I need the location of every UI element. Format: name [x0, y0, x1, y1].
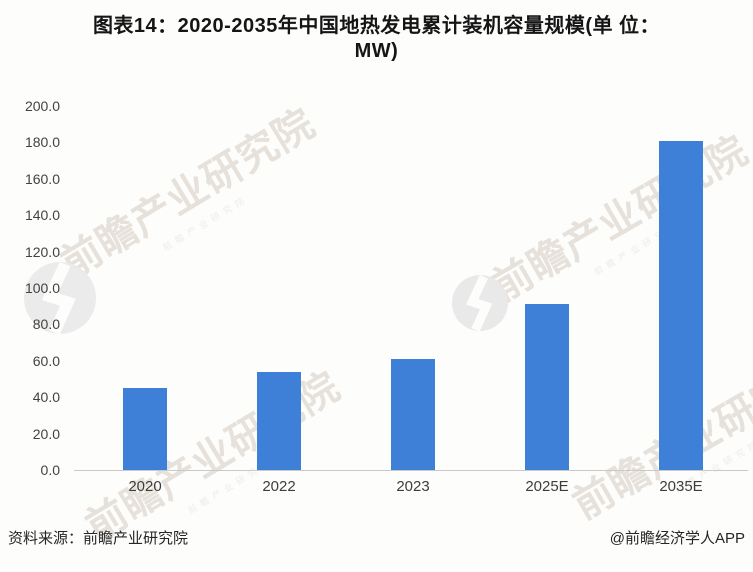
y-tick-label: 80.0: [32, 316, 60, 333]
y-tick-label: 60.0: [32, 352, 60, 369]
y-axis: 0.0 20.0 40.0 60.0 80.0 100.0 120.0 140.0 160.0 1…: [0, 98, 62, 478]
x-tick-label: 2023: [396, 478, 430, 495]
x-axis-line: [74, 470, 748, 471]
y-tick-label: 100.0: [24, 280, 60, 296]
chart-title-line2: MW): [354, 40, 399, 62]
y-tick-label: 160.0: [24, 170, 60, 187]
chart-title-line1: 图表14：2020-2035年中国地热发电累计装机容量规模(单 位：: [92, 15, 661, 37]
y-tick-label: 120.0: [24, 243, 60, 260]
y-tick-label: 180.0: [24, 134, 60, 151]
y-tick-label: 0.0: [40, 462, 60, 478]
bar-2020: [123, 388, 167, 470]
x-tick-label: 2025E: [525, 478, 569, 495]
chart-title: 图表14：2020-2035年中国地热发电累计装机容量规模(单 位： MW): [0, 14, 753, 64]
y-tick-label: 20.0: [32, 425, 60, 442]
bar-2035E: [659, 141, 703, 470]
x-tick-label: 2035E: [659, 478, 703, 495]
bar-2025E: [525, 304, 569, 470]
x-tick-label: 2020: [128, 478, 162, 495]
y-tick-label: 140.0: [24, 207, 60, 224]
plot-inner: 2020 2022 2023 2025E 2035E: [74, 106, 748, 495]
credit-note: @前瞻经济学人APP: [609, 530, 745, 547]
footer: 资料来源：前瞻产业研究院 @前瞻经济学人APP: [8, 527, 745, 548]
source-note: 资料来源：前瞻产业研究院: [8, 530, 189, 547]
y-tick-label: 200.0: [24, 98, 60, 114]
x-tick-label: 2022: [262, 478, 296, 495]
bar-2022: [257, 372, 301, 470]
y-tick-label: 40.0: [32, 389, 60, 406]
bar-2023: [391, 359, 435, 470]
